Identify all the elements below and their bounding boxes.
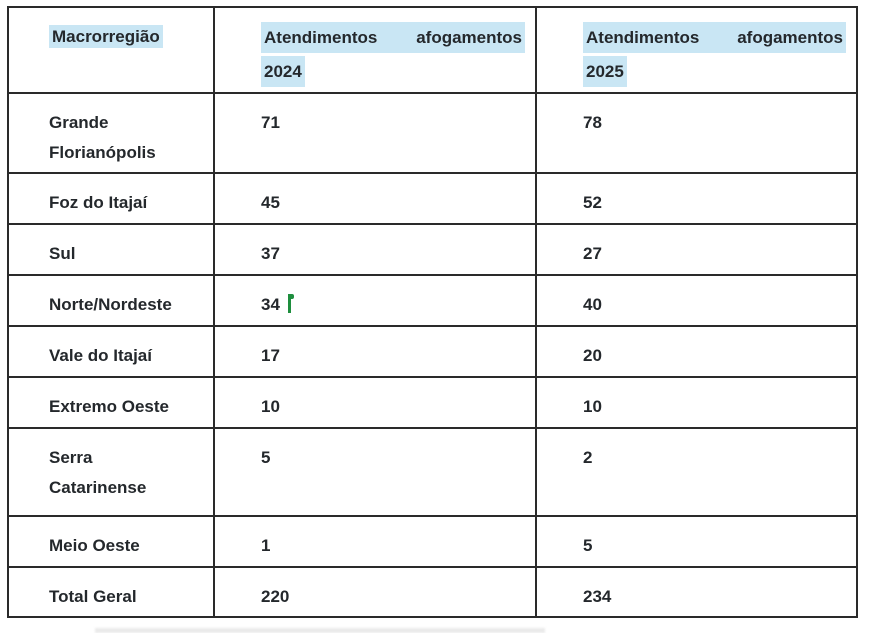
table-header-row: Macrorregião Atendimentos afogamentos 20… [7, 6, 858, 94]
region-cell[interactable]: Norte/Nordeste [7, 274, 215, 327]
value-2024-cell[interactable]: 17 [213, 325, 537, 378]
table-row: Foz do Itajaí 45 52 [7, 172, 858, 225]
header-cell-macrorregiao[interactable]: Macrorregião [7, 6, 215, 94]
value-2024-cell[interactable]: 10 [213, 376, 537, 429]
table-row: Meio Oeste 1 5 [7, 515, 858, 568]
value-2025-cell[interactable]: 27 [535, 223, 858, 276]
value-2025-cell[interactable]: 5 [535, 515, 858, 568]
region-cell[interactable]: Total Geral [7, 566, 215, 618]
region-cell[interactable]: Meio Oeste [7, 515, 215, 568]
table-row: Extremo Oeste 10 10 [7, 376, 858, 429]
region-cell[interactable]: Sul [7, 223, 215, 276]
value-2025-cell[interactable]: 10 [535, 376, 858, 429]
table-row: Norte/Nordeste 34 40 [7, 274, 858, 327]
region-cell[interactable]: Serra Catarinense [7, 427, 215, 517]
header-year-2024: 2024 [261, 56, 305, 87]
value-2025-cell[interactable]: 20 [535, 325, 858, 378]
header-line-2024: Atendimentos afogamentos [261, 22, 525, 53]
header-label-macrorregiao: Macrorregião [49, 25, 163, 48]
region-cell[interactable]: Foz do Itajaí [7, 172, 215, 225]
value-2024-cell[interactable]: 5 [213, 427, 537, 517]
header-cell-2024[interactable]: Atendimentos afogamentos 2024 [213, 6, 537, 94]
value-2024-cell[interactable]: 34 [213, 274, 537, 327]
table-row-total: Total Geral 220 234 [7, 566, 858, 618]
table-row: Vale do Itajaí 17 20 [7, 325, 858, 378]
value-2024-cell[interactable]: 37 [213, 223, 537, 276]
header-year-2025: 2025 [583, 56, 627, 87]
value-2025-cell[interactable]: 2 [535, 427, 858, 517]
value-2024-cell[interactable]: 45 [213, 172, 537, 225]
table-row: Serra Catarinense 5 2 [7, 427, 858, 517]
value-2024-cell[interactable]: 220 [213, 566, 537, 618]
table-row: Sul 37 27 [7, 223, 858, 276]
cropped-caption-ghost [95, 628, 545, 633]
collaborator-text-cursor-icon [287, 294, 294, 313]
header-cell-2025[interactable]: Atendimentos afogamentos 2025 [535, 6, 858, 94]
value-2025-cell[interactable]: 40 [535, 274, 858, 327]
value-2024-cell[interactable]: 71 [213, 92, 537, 174]
header-line-2025: Atendimentos afogamentos [583, 22, 846, 53]
table-row: Grande Florianópolis 71 78 [7, 92, 858, 174]
drownings-by-macroregion-table: Macrorregião Atendimentos afogamentos 20… [7, 6, 858, 618]
value-2024-cell[interactable]: 1 [213, 515, 537, 568]
value-2025-cell[interactable]: 234 [535, 566, 858, 618]
header-word-atendimentos: Atendimentos [264, 28, 378, 47]
value-2025-cell[interactable]: 52 [535, 172, 858, 225]
header-word-afogamentos: afogamentos [416, 28, 522, 47]
value-2025-cell[interactable]: 78 [535, 92, 858, 174]
header-word-afogamentos: afogamentos [737, 28, 843, 47]
header-word-atendimentos: Atendimentos [586, 28, 700, 47]
region-cell[interactable]: Grande Florianópolis [7, 92, 215, 174]
region-cell[interactable]: Vale do Itajaí [7, 325, 215, 378]
region-cell[interactable]: Extremo Oeste [7, 376, 215, 429]
